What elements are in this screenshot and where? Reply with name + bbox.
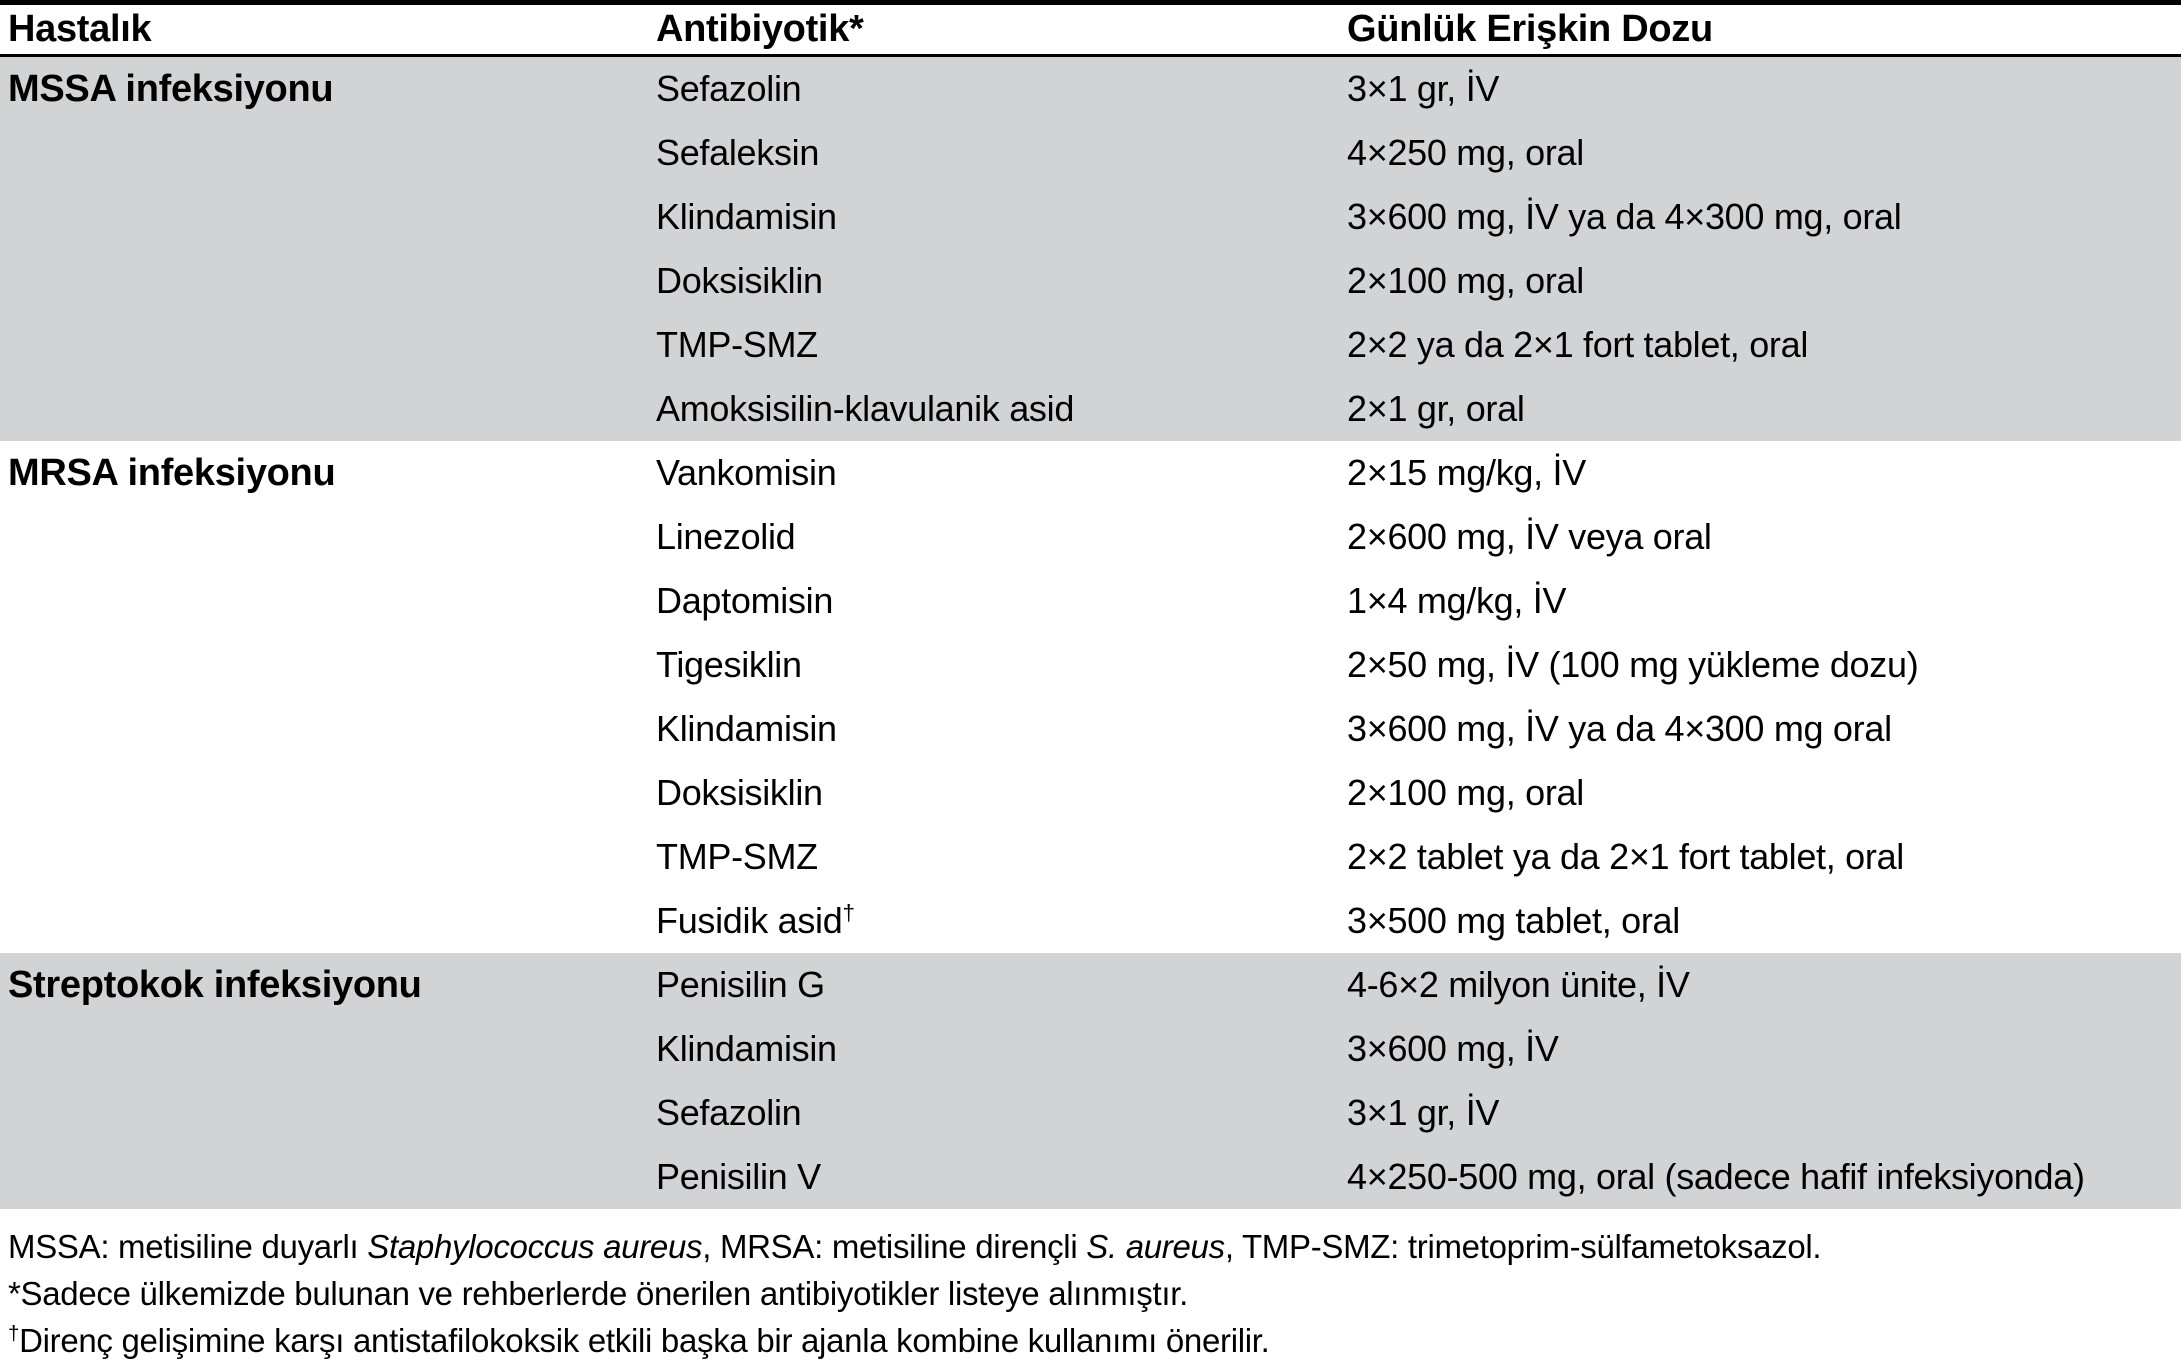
antibiotic-cell: Amoksisilin-klavulanik asid <box>656 388 1075 429</box>
disease-cell: Streptokok infeksiyonu <box>8 963 422 1006</box>
table-header-row: Hastalık Antibiyotik* Günlük Erişkin Doz… <box>0 0 2181 57</box>
antibiotic-cell: Sefazolin <box>656 68 802 109</box>
column-header-antibiotic: Antibiyotik* <box>656 8 864 50</box>
disease-cell: MRSA infeksiyonu <box>8 451 336 494</box>
dose-cell: 4×250 mg, oral <box>1347 132 1584 173</box>
antibiotic-cell: Doksisiklin <box>656 772 823 813</box>
section-streptokok-infeksiyonu: Streptokok infeksiyonu Penisilin G 4-6×2… <box>0 953 2181 1209</box>
table-row: Penisilin V 4×250-500 mg, oral (sadece h… <box>0 1145 2181 1209</box>
dose-cell: 1×4 mg/kg, İV <box>1347 580 1567 621</box>
table-row: MRSA infeksiyonu Vankomisin 2×15 mg/kg, … <box>0 441 2181 505</box>
table-row: TMP-SMZ 2×2 tablet ya da 2×1 fort tablet… <box>0 825 2181 889</box>
table-body: MSSA infeksiyonu Sefazolin 3×1 gr, İV Se… <box>0 57 2181 1209</box>
antibiotic-cell: Fusidik asid† <box>656 900 855 941</box>
table-row: Klindamisin 3×600 mg, İV ya da 4×300 mg … <box>0 697 2181 761</box>
dose-cell: 3×1 gr, İV <box>1347 1092 1500 1133</box>
dose-cell: 2×1 gr, oral <box>1347 388 1525 429</box>
antibiotic-cell: TMP-SMZ <box>656 836 818 877</box>
dose-cell: 2×2 ya da 2×1 fort tablet, oral <box>1347 324 1809 365</box>
dose-cell: 3×1 gr, İV <box>1347 68 1500 109</box>
table-row: Doksisiklin 2×100 mg, oral <box>0 249 2181 313</box>
dose-cell: 2×50 mg, İV (100 mg yükleme dozu) <box>1347 644 1919 685</box>
table-row: MSSA infeksiyonu Sefazolin 3×1 gr, İV <box>0 57 2181 121</box>
dagger-marker: † <box>842 900 855 925</box>
antibiotic-cell: Doksisiklin <box>656 260 823 301</box>
dose-cell: 3×600 mg, İV ya da 4×300 mg, oral <box>1347 196 1902 237</box>
table-row: Sefaleksin 4×250 mg, oral <box>0 121 2181 185</box>
dose-cell: 3×600 mg, İV ya da 4×300 mg oral <box>1347 708 1892 749</box>
disease-cell: MSSA infeksiyonu <box>8 67 334 110</box>
footnote-line: *Sadece ülkemizde bulunan ve rehberlerde… <box>8 1275 1188 1312</box>
dose-cell: 2×100 mg, oral <box>1347 772 1584 813</box>
footnote-line: †Direnç gelişimine karşı antistafilokoks… <box>8 1322 1270 1359</box>
table-row: Sefazolin 3×1 gr, İV <box>0 1081 2181 1145</box>
dose-cell: 4-6×2 milyon ünite, İV <box>1347 964 1690 1005</box>
table-footnotes: MSSA: metisiline duyarlı Staphylococcus … <box>0 1209 2181 1364</box>
dose-cell: 3×600 mg, İV <box>1347 1028 1559 1069</box>
table-row: Tigesiklin 2×50 mg, İV (100 mg yükleme d… <box>0 633 2181 697</box>
table-row: Amoksisilin-klavulanik asid 2×1 gr, oral <box>0 377 2181 441</box>
antibiotic-cell: Daptomisin <box>656 580 834 621</box>
section-mrsa-infeksiyonu: MRSA infeksiyonu Vankomisin 2×15 mg/kg, … <box>0 441 2181 953</box>
antibiotic-cell: Tigesiklin <box>656 644 802 685</box>
dose-cell: 2×600 mg, İV veya oral <box>1347 516 1712 557</box>
table-row: Fusidik asid† 3×500 mg tablet, oral <box>0 889 2181 953</box>
table-row: Streptokok infeksiyonu Penisilin G 4-6×2… <box>0 953 2181 1017</box>
antibiotic-cell: Klindamisin <box>656 708 837 749</box>
antibiotic-cell: Sefaleksin <box>656 132 820 173</box>
section-mssa-infeksiyonu: MSSA infeksiyonu Sefazolin 3×1 gr, İV Se… <box>0 57 2181 441</box>
antibiotic-cell: Vankomisin <box>656 452 837 493</box>
table-row: Daptomisin 1×4 mg/kg, İV <box>0 569 2181 633</box>
dose-cell: 4×250-500 mg, oral (sadece hafif infeksi… <box>1347 1156 2085 1197</box>
antibiotic-cell: Klindamisin <box>656 196 837 237</box>
antibiotic-cell: Klindamisin <box>656 1028 837 1069</box>
dose-cell: 2×2 tablet ya da 2×1 fort tablet, oral <box>1347 836 1904 877</box>
footnote-line: MSSA: metisiline duyarlı Staphylococcus … <box>8 1228 1822 1265</box>
antibiotic-cell: Sefazolin <box>656 1092 802 1133</box>
column-header-dose: Günlük Erişkin Dozu <box>1347 8 1713 50</box>
dose-cell: 3×500 mg tablet, oral <box>1347 900 1680 941</box>
table-row: Klindamisin 3×600 mg, İV ya da 4×300 mg,… <box>0 185 2181 249</box>
column-header-disease: Hastalık <box>8 8 152 50</box>
table-row: Klindamisin 3×600 mg, İV <box>0 1017 2181 1081</box>
antibiotic-cell: Penisilin V <box>656 1156 821 1197</box>
antibiotic-cell: TMP-SMZ <box>656 324 818 365</box>
dose-cell: 2×100 mg, oral <box>1347 260 1584 301</box>
table-row: TMP-SMZ 2×2 ya da 2×1 fort tablet, oral <box>0 313 2181 377</box>
antibiotic-cell: Linezolid <box>656 516 796 557</box>
table-row: Linezolid 2×600 mg, İV veya oral <box>0 505 2181 569</box>
antibiotic-cell: Penisilin G <box>656 964 825 1005</box>
dose-cell: 2×15 mg/kg, İV <box>1347 452 1586 493</box>
table-row: Doksisiklin 2×100 mg, oral <box>0 761 2181 825</box>
